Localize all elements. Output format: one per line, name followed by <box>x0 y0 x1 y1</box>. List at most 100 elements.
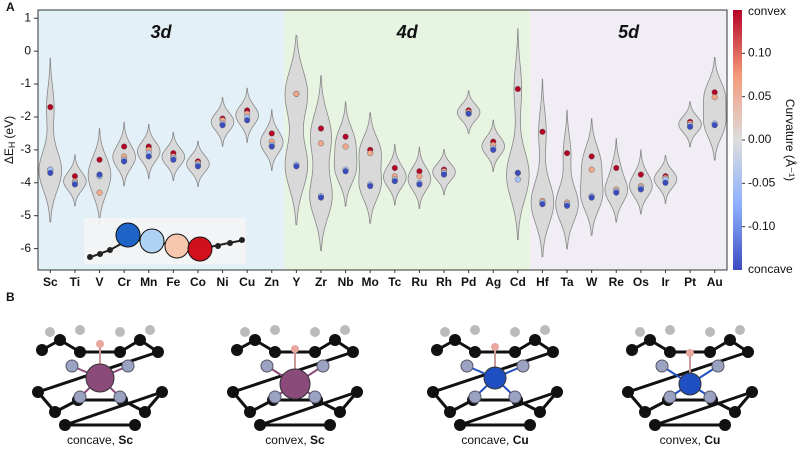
data-point <box>96 171 103 178</box>
bg-atom <box>45 327 55 337</box>
violin <box>702 56 727 161</box>
bond <box>654 390 753 427</box>
carbon-atom <box>626 344 638 356</box>
nitrogen-atom <box>113 390 127 404</box>
carbon-atom <box>32 386 44 398</box>
colorbar-label: Curvature (Å⁻¹) <box>783 99 798 181</box>
bg-atom <box>240 327 250 337</box>
x-tick-label: Ta <box>560 275 573 289</box>
hydrogen-atom <box>491 343 499 351</box>
data-point <box>342 143 349 150</box>
data-point <box>71 181 78 188</box>
caption-element: Sc <box>118 433 133 447</box>
carbon-atom <box>59 419 71 431</box>
data-point <box>465 110 472 117</box>
data-point <box>293 90 300 97</box>
nitrogen-atom <box>65 359 79 373</box>
caption: convex, Cu <box>660 433 721 447</box>
colorbar-tick-label: 0.05 <box>748 89 772 103</box>
x-tick-label: Cu <box>239 275 255 289</box>
caption-text: convex, <box>660 433 705 447</box>
colorbar-top-label: convex <box>748 4 786 18</box>
carbon-atom <box>231 344 243 356</box>
caption-element: Cu <box>704 433 720 447</box>
data-point <box>711 122 718 129</box>
carbon-atom <box>469 346 481 358</box>
structure-illustration <box>427 325 563 431</box>
data-point <box>342 133 349 140</box>
bg-atom <box>540 325 550 335</box>
violin <box>333 101 358 207</box>
nitrogen-atom <box>316 359 330 373</box>
carbon-atom <box>49 406 61 418</box>
data-point <box>219 122 226 129</box>
y-label-subscript: H <box>7 142 17 149</box>
data-point <box>391 178 398 185</box>
carbon-atom <box>622 386 634 398</box>
bg-atom <box>145 325 155 335</box>
bg-atom <box>470 325 480 335</box>
x-tick-label: Tc <box>388 275 401 289</box>
bg-atom <box>340 325 350 335</box>
caption-element: Cu <box>513 433 529 447</box>
carbon-atom <box>444 406 456 418</box>
nitrogen-atom <box>308 390 322 404</box>
caption-text: concave, <box>67 433 118 447</box>
y-tick-label: -5 <box>20 208 31 222</box>
violin <box>284 35 309 226</box>
carbon-atom <box>664 346 676 358</box>
group-label: 4d <box>396 22 419 42</box>
data-point <box>47 104 54 111</box>
data-point <box>244 117 251 124</box>
data-point <box>416 173 423 180</box>
data-point <box>662 179 669 186</box>
nitrogen-atom <box>703 390 717 404</box>
x-tick-label: Rh <box>436 275 452 289</box>
data-point <box>711 94 718 101</box>
carbon-atom <box>644 334 656 346</box>
x-tick-label: Pd <box>461 275 476 289</box>
carbon-atom <box>746 386 758 398</box>
metal-atom <box>279 368 311 400</box>
x-tick-label: Au <box>707 275 723 289</box>
carbon-atom <box>134 334 146 346</box>
data-point <box>96 189 103 196</box>
bond <box>459 390 558 427</box>
caption: concave, Sc <box>67 433 133 447</box>
data-point <box>637 171 644 178</box>
carbon-atom <box>152 346 164 358</box>
nitrogen-atom <box>508 390 522 404</box>
data-point <box>588 166 595 173</box>
x-tick-label: Re <box>609 275 625 289</box>
group-label: 3d <box>151 22 173 42</box>
y-tick-label: -3 <box>20 142 31 156</box>
caption-element: Sc <box>310 433 325 447</box>
x-tick-label: Zr <box>315 275 327 289</box>
x-tick-label: Cd <box>510 275 526 289</box>
bg-atom <box>440 327 450 337</box>
nitrogen-atom <box>268 390 282 404</box>
bg-atom <box>115 327 125 337</box>
x-tick-label: Ti <box>70 275 80 289</box>
carbon-atom <box>729 406 741 418</box>
metal-atom <box>85 363 115 393</box>
data-point <box>170 156 177 163</box>
data-point <box>96 156 103 163</box>
carbon-atom <box>547 346 559 358</box>
y-axis-label: ΔEH (eV) <box>2 116 17 164</box>
y-label-unit: (eV) <box>2 116 16 139</box>
bg-atom <box>310 327 320 337</box>
metal-atom <box>678 372 702 396</box>
data-point <box>564 150 571 157</box>
nitrogen-atom <box>663 390 677 404</box>
carbon-atom <box>347 346 359 358</box>
data-point <box>317 125 324 132</box>
x-tick-label: Pt <box>684 275 696 289</box>
caption: convex, Sc <box>265 433 325 447</box>
data-point <box>539 128 546 135</box>
carbon-atom <box>719 419 731 431</box>
carbon-atom <box>329 334 341 346</box>
nitrogen-atom <box>260 359 274 373</box>
data-point <box>416 181 423 188</box>
